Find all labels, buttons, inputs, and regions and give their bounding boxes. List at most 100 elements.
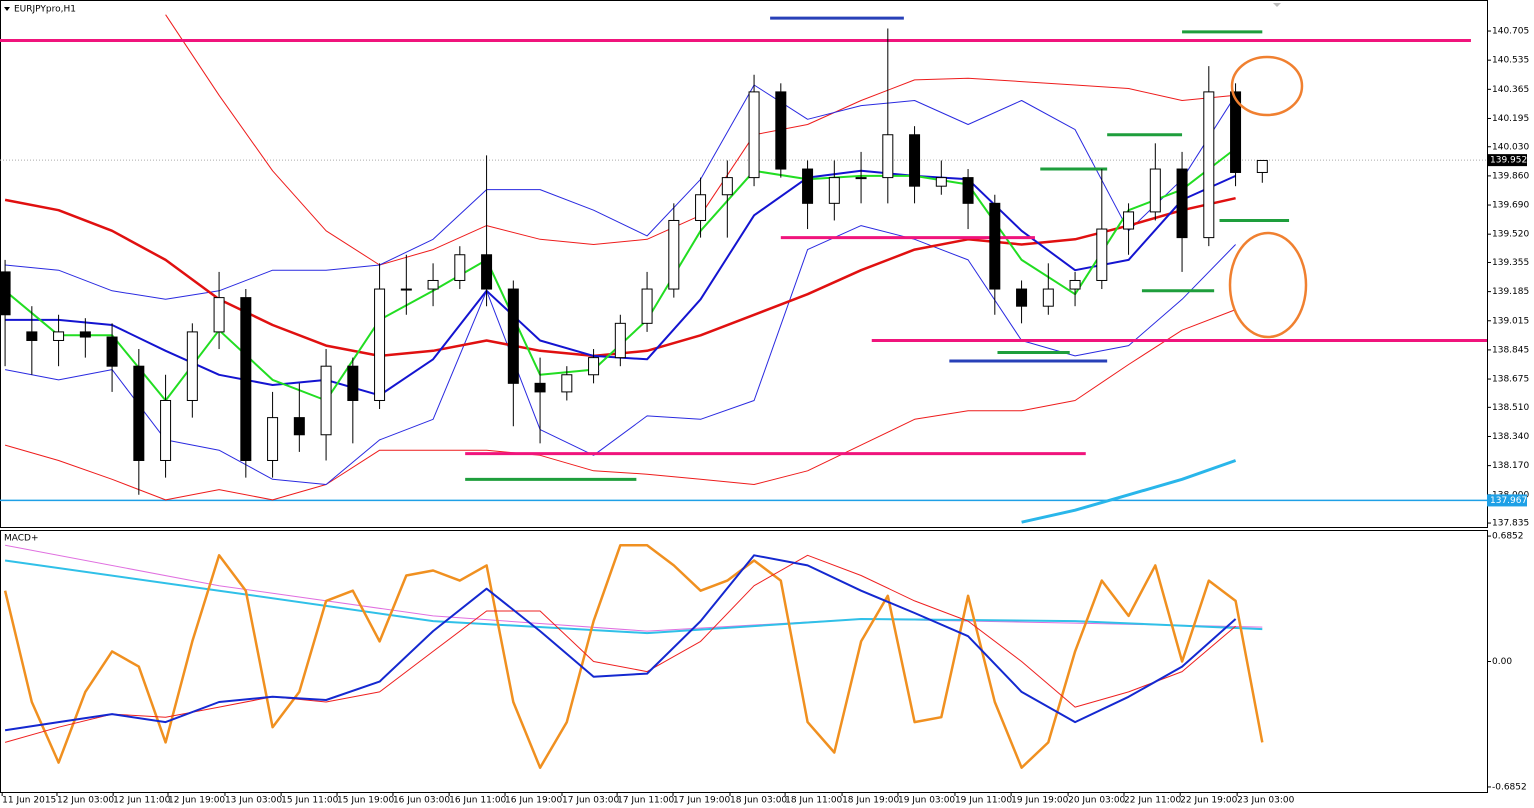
candle-body	[748, 91, 760, 179]
y-tick-label: 140.195	[1492, 114, 1529, 124]
x-tick-label: 19 Jun 11:00	[955, 796, 1012, 806]
candle-body	[614, 322, 626, 359]
candle-body	[347, 365, 359, 401]
y-tick-label: 138.510	[1492, 403, 1529, 413]
candle-body	[160, 399, 172, 461]
x-tick-label: 12 Jun 03:00	[57, 796, 114, 806]
candle-body	[534, 382, 546, 393]
y-tick-label: 140.705	[1492, 27, 1529, 37]
x-tick-label: 19 Jun 03:00	[898, 796, 955, 806]
highlight-ellipse	[1228, 231, 1308, 339]
candle-body	[213, 297, 225, 333]
x-tick-label: 22 Jun 19:00	[1180, 796, 1237, 806]
x-tick-label: 15 Jun 11:00	[281, 796, 338, 806]
indicator-line	[4, 559, 1263, 635]
x-tick-label: 11 Jun 2015	[2, 796, 56, 806]
scroll-marker	[1273, 3, 1281, 7]
candle-body	[1203, 91, 1215, 239]
candle-body	[561, 374, 573, 393]
indicator-title: MACD+	[4, 534, 39, 544]
x-tick-label: 20 Jun 03:00	[1068, 796, 1125, 806]
candle-body	[909, 134, 921, 187]
reference-label-box	[1487, 494, 1527, 507]
y-tick-label: -0.6852	[1492, 782, 1527, 792]
candle-body	[1042, 288, 1054, 307]
candle-body	[293, 417, 305, 436]
candle-body	[1123, 211, 1135, 230]
candle-body	[374, 288, 386, 401]
candle-body	[962, 177, 974, 204]
x-tick-label: 16 Jun 19:00	[505, 796, 562, 806]
indicator-line	[4, 554, 1237, 732]
symbol-title: EURJPYpro,H1	[14, 5, 76, 15]
bid-label: 139.952	[1490, 156, 1527, 166]
candle-body	[320, 365, 332, 436]
candle-body	[186, 331, 198, 401]
candle-body	[1149, 168, 1161, 213]
candle-body	[1096, 228, 1108, 281]
y-tick-label: 139.860	[1492, 171, 1529, 181]
candle-body	[1256, 159, 1268, 173]
candle-body	[935, 177, 947, 187]
x-tick-label: 23 Jun 03:00	[1237, 796, 1294, 806]
candle-body	[267, 417, 279, 461]
candle-body	[989, 202, 1001, 290]
candle-body	[641, 288, 653, 324]
candle-body	[0, 271, 11, 316]
indicator-line	[3, 544, 1264, 769]
x-tick-label: 16 Jun 03:00	[393, 796, 450, 806]
y-tick-label: 139.520	[1492, 230, 1529, 240]
y-tick-label: 138.675	[1492, 375, 1529, 385]
candle-body	[454, 254, 466, 281]
candle-body	[507, 288, 519, 384]
indicator-line	[4, 309, 1236, 501]
x-tick-label: 18 Jun 03:00	[730, 796, 787, 806]
bid-label-box	[1487, 154, 1527, 167]
price-panel	[0, 0, 1488, 528]
candle-body	[133, 365, 145, 461]
x-tick-label: 17 Jun 19:00	[673, 796, 730, 806]
y-tick-label: 138.340	[1492, 432, 1529, 442]
indicator-line	[4, 554, 1236, 743]
y-tick-label: 0.6852	[1492, 532, 1524, 542]
x-tick-label: 19 Jun 19:00	[1011, 796, 1068, 806]
macd-panel	[0, 530, 1488, 793]
candle-body	[668, 219, 680, 290]
candle-body	[1230, 91, 1242, 173]
reference-label: 137.967	[1490, 496, 1527, 506]
x-tick-label: 12 Jun 19:00	[168, 796, 225, 806]
x-tick-label: 12 Jun 11:00	[113, 796, 170, 806]
candle-body	[855, 177, 867, 180]
candle-body	[721, 177, 733, 196]
y-tick-label: 139.185	[1492, 287, 1529, 297]
x-tick-label: 22 Jun 11:00	[1124, 796, 1181, 806]
y-tick-label: 139.690	[1492, 201, 1529, 211]
y-tick-label: 138.845	[1492, 345, 1529, 355]
candle-body	[775, 91, 787, 170]
candle-body	[427, 279, 439, 290]
y-tick-label: 140.030	[1492, 142, 1529, 152]
y-tick-label: 138.170	[1492, 461, 1529, 471]
candle-body	[481, 254, 493, 290]
indicator-line	[5, 225, 1236, 485]
candle-body	[53, 331, 65, 341]
candle-body	[79, 331, 91, 338]
candle-body	[1176, 168, 1188, 239]
candle-body	[828, 177, 840, 204]
y-tick-label: 140.365	[1492, 85, 1529, 95]
panel-menu-arrow[interactable]	[4, 7, 10, 11]
x-tick-label: 18 Jun 19:00	[842, 796, 899, 806]
candle-body	[1016, 288, 1028, 307]
y-tick-label: 137.835	[1492, 519, 1529, 529]
candle-body	[240, 297, 252, 461]
y-tick-label: 139.355	[1492, 258, 1529, 268]
x-tick-label: 17 Jun 11:00	[617, 796, 674, 806]
candle-body	[882, 134, 894, 179]
candle-body	[106, 336, 118, 367]
candle-body	[695, 194, 707, 221]
x-tick-label: 16 Jun 11:00	[449, 796, 506, 806]
x-tick-label: 17 Jun 03:00	[562, 796, 619, 806]
plot-layer: 140.705 140.535 140.365 140.195 140.030 139.8…	[0, 14, 1529, 806]
y-tick-label: 0.00	[1492, 657, 1512, 667]
